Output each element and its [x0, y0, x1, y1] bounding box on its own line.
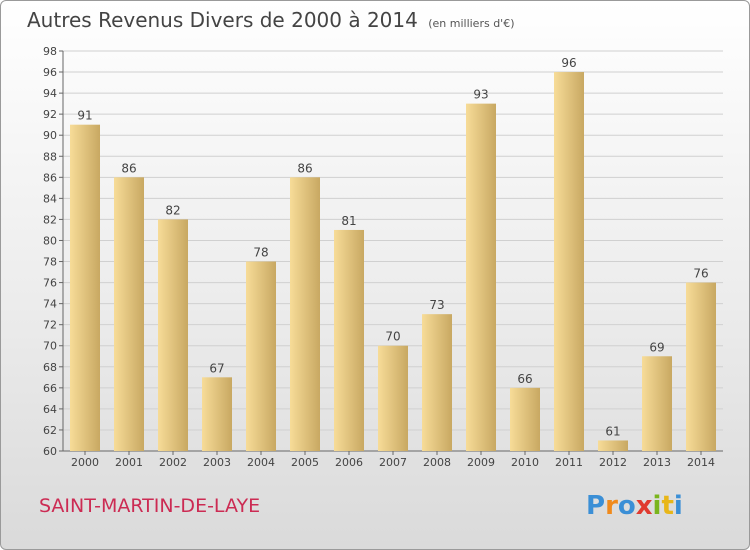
bar [510, 387, 540, 451]
x-tick-label: 2000 [71, 456, 99, 469]
x-tick-label: 2011 [555, 456, 583, 469]
logo-letter: P [586, 491, 606, 521]
y-tick-label: 66 [43, 382, 57, 395]
x-tick-label: 2004 [247, 456, 275, 469]
x-tick-label: 2005 [291, 456, 319, 469]
y-tick-label: 88 [43, 150, 57, 163]
bars [70, 72, 716, 452]
data-label: 76 [693, 267, 708, 281]
y-tick-label: 78 [43, 256, 57, 269]
chart-title: Autres Revenus Divers de 2000 à 2014 (en… [27, 8, 515, 32]
bar [642, 356, 672, 451]
bar [202, 377, 232, 451]
y-tick-label: 72 [43, 319, 57, 332]
x-tick-label: 2009 [467, 456, 495, 469]
data-label: 70 [385, 330, 400, 344]
data-label: 81 [341, 214, 356, 228]
proxiti-logo: Proxiti [586, 491, 683, 521]
y-tick-label: 98 [43, 45, 57, 58]
x-tick-label: 2008 [423, 456, 451, 469]
chart-title-text: Autres Revenus Divers de 2000 à 2014 [27, 8, 418, 32]
data-label: 82 [165, 203, 180, 217]
x-tick-label: 2013 [643, 456, 671, 469]
logo-letter: x [635, 491, 653, 521]
y-tick-label: 60 [43, 445, 57, 458]
y-tick-label: 84 [43, 192, 57, 205]
bar [246, 261, 276, 451]
bar [290, 177, 320, 451]
data-label: 69 [649, 340, 664, 354]
bar [378, 345, 408, 451]
y-tick-label: 74 [43, 298, 57, 311]
x-tick-label: 2002 [159, 456, 187, 469]
data-label: 61 [605, 424, 620, 438]
data-label: 78 [253, 246, 268, 260]
data-label: 91 [77, 109, 92, 123]
x-tick-label: 2007 [379, 456, 407, 469]
y-tick-label: 90 [43, 129, 57, 142]
y-tick-label: 96 [43, 66, 57, 79]
bar [422, 314, 452, 451]
logo-letter: r [605, 491, 618, 521]
data-label: 96 [561, 56, 576, 70]
bar [554, 72, 584, 451]
y-tick-label: 92 [43, 108, 57, 121]
data-label: 86 [121, 161, 136, 175]
bar [466, 103, 496, 451]
y-tick-label: 68 [43, 361, 57, 374]
bar [70, 124, 100, 452]
data-label: 93 [473, 88, 488, 102]
y-tick-label: 76 [43, 277, 57, 290]
labels: 60 62 64 66 68 70 72 74 76 78 80 82 84 86 88 90 92 94 96 98… [43, 45, 715, 469]
bar [334, 229, 364, 451]
logo-letter: i [652, 491, 662, 521]
x-tick-label: 2003 [203, 456, 231, 469]
data-label: 67 [209, 361, 224, 375]
bar [598, 440, 628, 451]
logo-letter: i [673, 491, 683, 521]
y-tick-label: 94 [43, 87, 57, 100]
logo-letter: t [661, 491, 674, 521]
data-label: 86 [297, 161, 312, 175]
y-tick-label: 70 [43, 340, 57, 353]
y-tick-label: 64 [43, 403, 57, 416]
data-label: 66 [517, 372, 532, 386]
commune-name: SAINT-MARTIN-DE-LAYE [39, 495, 261, 517]
x-tick-label: 2012 [599, 456, 627, 469]
bar [686, 282, 716, 451]
y-tick-label: 80 [43, 234, 57, 247]
x-tick-label: 2006 [335, 456, 363, 469]
y-tick-label: 86 [43, 171, 57, 184]
x-tick-label: 2010 [511, 456, 539, 469]
y-tick-label: 62 [43, 424, 57, 437]
data-label: 73 [429, 298, 444, 312]
bar [114, 177, 144, 451]
logo-letter: o [617, 491, 636, 521]
y-tick-label: 82 [43, 213, 57, 226]
chart-subtitle: (en milliers d'€) [428, 17, 515, 30]
x-tick-label: 2001 [115, 456, 143, 469]
bar [158, 219, 188, 451]
x-tick-label: 2014 [687, 456, 715, 469]
